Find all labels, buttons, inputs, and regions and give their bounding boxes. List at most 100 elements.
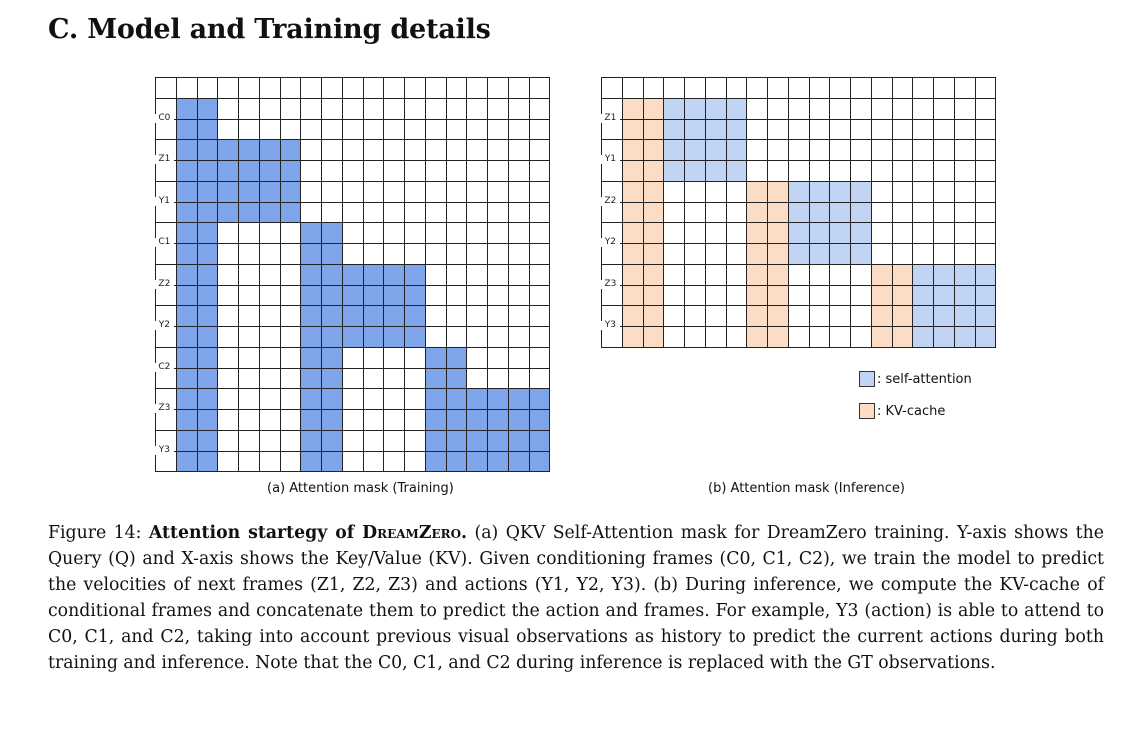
training-header-cell bbox=[528, 77, 551, 99]
training-mask-cell bbox=[487, 160, 509, 182]
training-mask-cell bbox=[528, 409, 551, 431]
training-mask-cell bbox=[466, 118, 488, 141]
training-mask-cell bbox=[217, 243, 239, 265]
inference-header-cell bbox=[870, 77, 893, 99]
training-mask-cell bbox=[175, 201, 198, 224]
training-mask-cell bbox=[238, 201, 260, 224]
inference-mask-cell bbox=[850, 139, 872, 161]
inference-mask-cell bbox=[891, 305, 914, 327]
training-mask-cell bbox=[424, 346, 447, 369]
training-mask-cell bbox=[362, 326, 385, 348]
training-mask-cell bbox=[466, 388, 488, 410]
training-mask-cell bbox=[238, 180, 260, 203]
self-attention-swatch bbox=[859, 371, 875, 387]
training-mask-cell bbox=[300, 388, 322, 410]
training-mask-cell bbox=[175, 97, 198, 120]
figure-caption-title: Attention startegy of DreamZero. bbox=[148, 523, 468, 543]
inference-mask-cell bbox=[808, 263, 831, 286]
training-mask-cell bbox=[321, 429, 343, 452]
inference-mask-cell bbox=[912, 326, 934, 348]
training-mask-cell bbox=[341, 409, 364, 431]
training-mask-cell bbox=[217, 409, 239, 431]
inference-mask-cell bbox=[974, 118, 997, 141]
training-mask-cell bbox=[445, 346, 468, 369]
inference-mask-cell bbox=[933, 222, 955, 244]
inference-mask-cell bbox=[725, 263, 748, 286]
inference-mask-cell bbox=[725, 243, 748, 265]
training-mask-cell bbox=[528, 201, 551, 224]
inference-mask-cell bbox=[684, 284, 706, 307]
inference-header-cell bbox=[974, 77, 997, 99]
inference-mask-cell bbox=[870, 139, 893, 161]
training-mask-cell bbox=[279, 326, 302, 348]
training-mask-cell bbox=[487, 243, 509, 265]
training-mask-cell bbox=[341, 388, 364, 410]
legend-self-attention: : self-attention bbox=[859, 371, 972, 387]
inference-mask-cell bbox=[850, 284, 872, 307]
inference-mask-cell bbox=[891, 97, 914, 120]
inference-mask-cell bbox=[829, 284, 851, 307]
training-mask-cell bbox=[362, 367, 385, 390]
inference-mask-cell bbox=[621, 326, 644, 348]
training-mask-cell bbox=[404, 180, 426, 203]
training-mask-cell bbox=[404, 326, 426, 348]
training-mask-cell bbox=[238, 367, 260, 390]
inference-mask-cell bbox=[663, 222, 685, 244]
training-mask-cell bbox=[404, 201, 426, 224]
training-mask-cell bbox=[404, 160, 426, 182]
training-header-cell bbox=[466, 77, 488, 99]
training-mask-cell bbox=[341, 243, 364, 265]
training-mask-cell bbox=[258, 450, 281, 473]
training-mask-cell bbox=[300, 367, 322, 390]
training-header-cell bbox=[424, 77, 447, 99]
training-mask-cell bbox=[445, 139, 468, 161]
inference-mask-cell bbox=[953, 326, 976, 348]
inference-mask-cell bbox=[663, 118, 685, 141]
training-mask-cell bbox=[487, 139, 509, 161]
inference-mask-cell bbox=[684, 139, 706, 161]
training-mask-cell bbox=[424, 429, 447, 452]
training-mask-cell bbox=[466, 222, 488, 244]
inference-mask-cell bbox=[808, 284, 831, 307]
inference-mask-cell bbox=[725, 326, 748, 348]
training-mask-cell bbox=[196, 305, 219, 327]
inference-mask-cell bbox=[746, 326, 768, 348]
training-mask-cell bbox=[487, 180, 509, 203]
training-mask-cell bbox=[217, 139, 239, 161]
training-mask-cell bbox=[404, 118, 426, 141]
training-mask-cell bbox=[424, 139, 447, 161]
training-mask-cell bbox=[507, 450, 530, 473]
inference-mask-cell bbox=[663, 326, 685, 348]
inference-mask-cell bbox=[621, 305, 644, 327]
training-mask-cell bbox=[404, 222, 426, 244]
training-mask-cell bbox=[341, 118, 364, 141]
training-mask-cell bbox=[507, 409, 530, 431]
inference-row-label-y3: Y3 bbox=[601, 321, 620, 330]
training-row-label-y3: Y3 bbox=[155, 445, 174, 455]
training-mask-cell bbox=[383, 450, 405, 473]
training-mask-cell bbox=[507, 201, 530, 224]
training-mask-cell bbox=[528, 222, 551, 244]
inference-mask-cell bbox=[725, 139, 748, 161]
inference-mask-cell bbox=[767, 284, 789, 307]
inference-mask-cell bbox=[953, 263, 976, 286]
training-mask-cell bbox=[466, 326, 488, 348]
training-mask-cell bbox=[341, 180, 364, 203]
training-mask-cell bbox=[175, 429, 198, 452]
training-mask-cell bbox=[341, 305, 364, 327]
inference-mask-cell bbox=[746, 243, 768, 265]
self-attention-legend-label: : self-attention bbox=[877, 371, 972, 387]
inference-header-cell bbox=[912, 77, 934, 99]
training-mask-cell bbox=[196, 326, 219, 348]
training-header-cell bbox=[258, 77, 281, 99]
training-header-cell bbox=[383, 77, 405, 99]
inference-mask-cell bbox=[974, 222, 997, 244]
inference-mask-cell bbox=[746, 160, 768, 182]
training-mask-cell bbox=[466, 160, 488, 182]
training-header-cell bbox=[155, 77, 177, 99]
inference-mask-cell bbox=[850, 201, 872, 224]
training-mask-cell bbox=[258, 388, 281, 410]
training-mask-cell bbox=[507, 367, 530, 390]
training-mask-cell bbox=[424, 118, 447, 141]
training-mask-cell bbox=[528, 284, 551, 307]
